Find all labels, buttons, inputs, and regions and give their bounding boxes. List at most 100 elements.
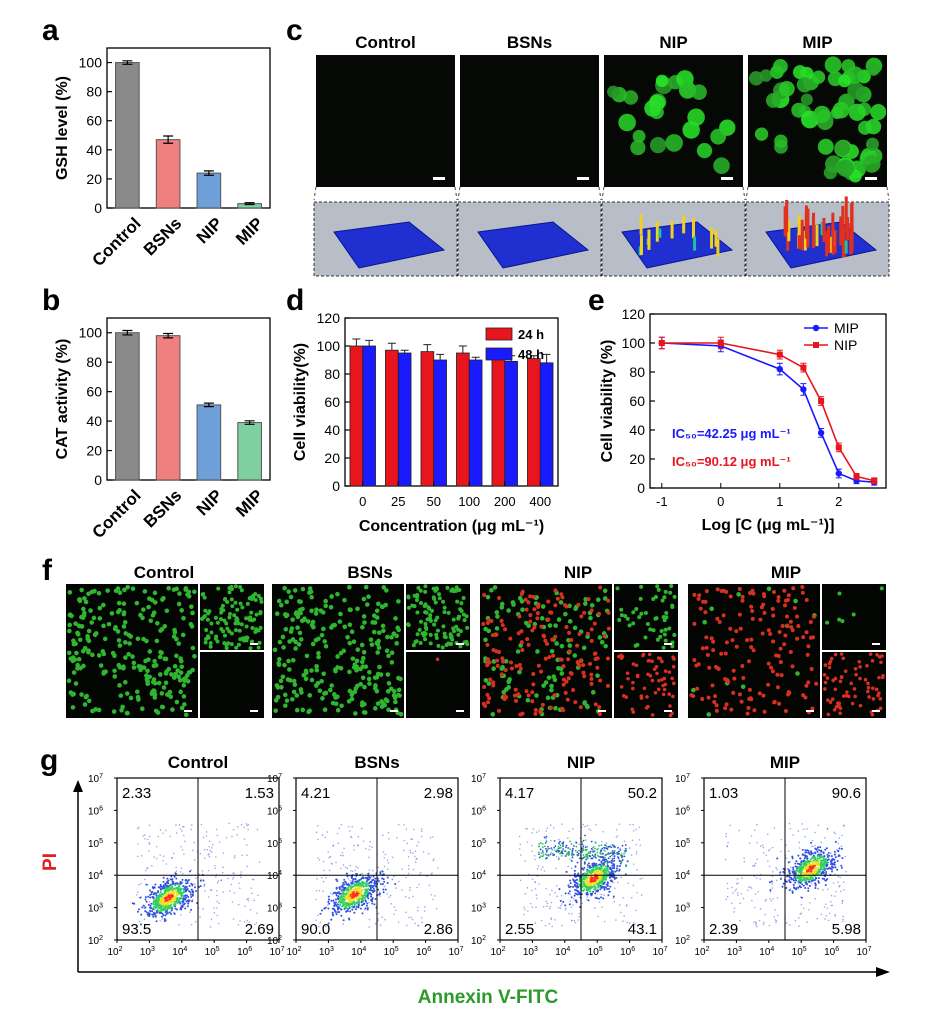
- event-dot: [531, 906, 534, 908]
- dead-cell: [779, 673, 784, 678]
- live-cell: [519, 599, 525, 604]
- live-cell: [391, 693, 397, 698]
- dead-cell: [503, 668, 508, 673]
- event-dot: [140, 854, 143, 857]
- live-cell: [510, 600, 516, 605]
- event-dot: [574, 883, 577, 886]
- event-dot: [164, 914, 167, 917]
- dead-cell: [748, 696, 753, 701]
- live-cell: [298, 610, 303, 616]
- event-dot: [592, 846, 595, 848]
- x-axis-arrowhead: [876, 967, 890, 977]
- live-cell: [122, 640, 128, 645]
- event-dot: [193, 841, 196, 844]
- event-dot: [414, 855, 416, 858]
- live-cell: [635, 642, 640, 647]
- event-dot: [351, 875, 354, 878]
- tick-exponent: 3: [534, 946, 538, 953]
- event-dot: [432, 859, 434, 862]
- dead-cell: [662, 687, 667, 692]
- live-cell: [432, 596, 437, 601]
- event-dot: [384, 918, 386, 921]
- event-dot: [164, 887, 167, 890]
- live-cell: [109, 611, 115, 616]
- event-dot: [381, 883, 384, 886]
- event-dot: [174, 900, 177, 903]
- tick-exponent: 6: [482, 805, 486, 812]
- dead-cell: [513, 687, 518, 692]
- surface-plane: [333, 221, 446, 269]
- event-dot: [186, 881, 189, 884]
- live-cell: [130, 586, 136, 591]
- event-dot: [606, 884, 609, 887]
- event-dot: [743, 860, 746, 863]
- event-dot: [329, 855, 332, 858]
- event-dot: [827, 919, 830, 922]
- event-dot: [236, 834, 238, 836]
- dead-cell: [775, 672, 780, 677]
- event-dot: [432, 836, 434, 838]
- event-dot: [321, 834, 324, 837]
- event-dot: [541, 842, 544, 845]
- dead-cell: [845, 690, 849, 694]
- live-cell: [373, 706, 378, 711]
- live-cell: [281, 645, 286, 650]
- dead-cell: [553, 603, 558, 608]
- error-bar: [436, 353, 445, 360]
- dead-cell: [490, 633, 495, 638]
- dead-cell: [514, 698, 519, 703]
- x-tick-label: 0: [359, 494, 366, 509]
- event-dot: [732, 892, 734, 894]
- event-dot: [347, 902, 350, 905]
- surface-peak: [670, 220, 674, 239]
- live-cell: [92, 588, 97, 594]
- dead-cell: [827, 665, 832, 670]
- event-dot: [154, 900, 157, 903]
- event-dot: [582, 872, 585, 875]
- event-dot: [584, 856, 587, 858]
- dead-cell: [719, 651, 724, 656]
- live-cell: [442, 605, 447, 610]
- event-dot: [739, 902, 741, 905]
- data-point-nip: [800, 364, 807, 371]
- event-dot: [350, 881, 353, 884]
- event-dot: [361, 894, 364, 897]
- live-cell: [465, 625, 470, 630]
- live-cell: [131, 660, 137, 666]
- live-cell: [295, 614, 301, 620]
- event-dot: [408, 897, 410, 899]
- event-dot: [190, 895, 193, 898]
- event-dot: [151, 891, 154, 894]
- live-cell: [425, 617, 430, 622]
- event-dot: [330, 892, 332, 894]
- event-dot: [247, 897, 249, 900]
- event-dot: [559, 852, 562, 855]
- event-dot: [639, 844, 642, 847]
- event-dot: [246, 898, 248, 901]
- event-dot: [612, 897, 615, 899]
- event-dot: [597, 883, 600, 886]
- event-dot: [382, 851, 385, 853]
- live-cell: [406, 605, 411, 610]
- dead-cell: [870, 659, 875, 663]
- event-dot: [373, 881, 376, 884]
- event-dot: [171, 878, 174, 881]
- live-cell: [163, 680, 169, 686]
- event-dot: [353, 883, 356, 886]
- event-dot: [538, 851, 540, 854]
- error-bar: [423, 344, 432, 352]
- scale-bar: [664, 710, 672, 712]
- event-dot: [165, 829, 167, 832]
- live-cell: [459, 601, 464, 606]
- event-dot: [416, 886, 418, 889]
- event-dot: [327, 904, 329, 906]
- live-cell: [423, 637, 428, 642]
- event-dot: [803, 907, 805, 910]
- dead-cell: [877, 675, 881, 680]
- dead-cell: [871, 686, 875, 691]
- event-dot: [155, 845, 158, 848]
- event-dot: [225, 836, 228, 839]
- dead-cell: [524, 689, 529, 694]
- live-cell: [116, 638, 122, 643]
- event-dot: [545, 835, 548, 838]
